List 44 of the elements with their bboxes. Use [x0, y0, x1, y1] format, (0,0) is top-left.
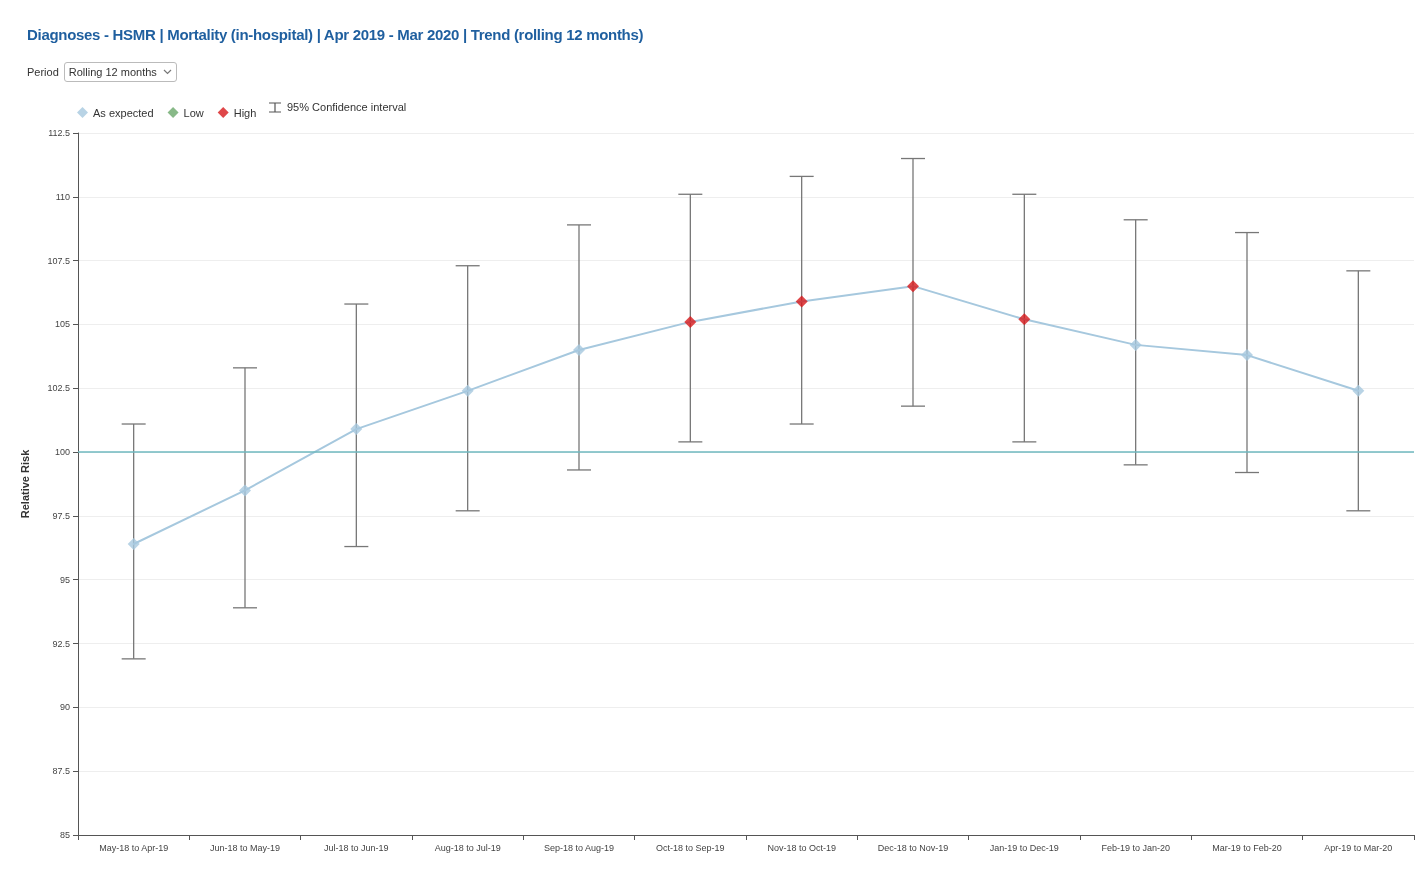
y-tick-label: 87.5: [52, 766, 70, 777]
legend-label: Low: [183, 106, 204, 119]
x-tick-label: Apr-19 to Mar-20: [1324, 842, 1393, 853]
legend-label: As expected: [93, 106, 154, 119]
point: [1129, 338, 1142, 351]
y-tick-label: 110: [55, 191, 70, 202]
y-tick-label: 92.5: [52, 638, 70, 649]
point: [1241, 349, 1253, 362]
y-tick-label: 97.5: [52, 510, 70, 521]
x-tick-label: Aug-18 to Jul-19: [434, 842, 501, 853]
point: [795, 295, 808, 308]
chart-title: Diagnoses - HSMR | Mortality (in-hospital) | Apr 2019 - Mar 2020 | Trend (rolling 12 months): [27, 26, 644, 43]
x-tick-label: Oct-18 to Sep-19: [656, 842, 725, 853]
point: [350, 423, 363, 436]
y-axis-title: Relative Risk: [18, 448, 31, 519]
point: [461, 384, 474, 397]
point: [127, 537, 140, 550]
point: [1352, 384, 1365, 397]
x-tick-label: Jan-19 to Dec-19: [989, 842, 1059, 853]
point: [684, 315, 697, 328]
y-tick-label: 102.5: [47, 383, 70, 394]
y-tick-label: 105: [54, 319, 70, 330]
text: 95% Confidence interval: [287, 101, 407, 113]
text: Rolling 12 months: [68, 66, 157, 78]
y-tick-label: 90: [59, 702, 70, 713]
y-tick-label: 112.5: [48, 128, 70, 138]
text: Period: [27, 66, 59, 78]
x-tick-label: Dec-18 to Nov-19: [877, 842, 949, 853]
y-tick-label: 95: [59, 574, 70, 585]
y-tick-label: 85: [59, 830, 70, 840]
x-tick-label: Mar-19 to Feb-20: [1212, 842, 1282, 853]
y-tick-label: 107.5: [47, 255, 70, 266]
y-tick-label: 100: [54, 447, 70, 458]
x-tick-label: Sep-18 to Aug-19: [543, 842, 615, 853]
legend-label: High: [233, 106, 257, 119]
x-tick-label: Jul-18 to Jun-19: [324, 842, 389, 853]
x-tick-label: Nov-18 to Oct-19: [767, 842, 836, 853]
x-tick-label: Feb-19 to Jan-20: [1101, 842, 1170, 853]
point: [1018, 313, 1031, 326]
x-tick-label: Jun-18 to May-19: [209, 842, 281, 853]
point: [907, 280, 919, 293]
x-tick-label: May-18 to Apr-19: [99, 842, 169, 853]
point: [239, 484, 251, 497]
point: [573, 343, 585, 356]
